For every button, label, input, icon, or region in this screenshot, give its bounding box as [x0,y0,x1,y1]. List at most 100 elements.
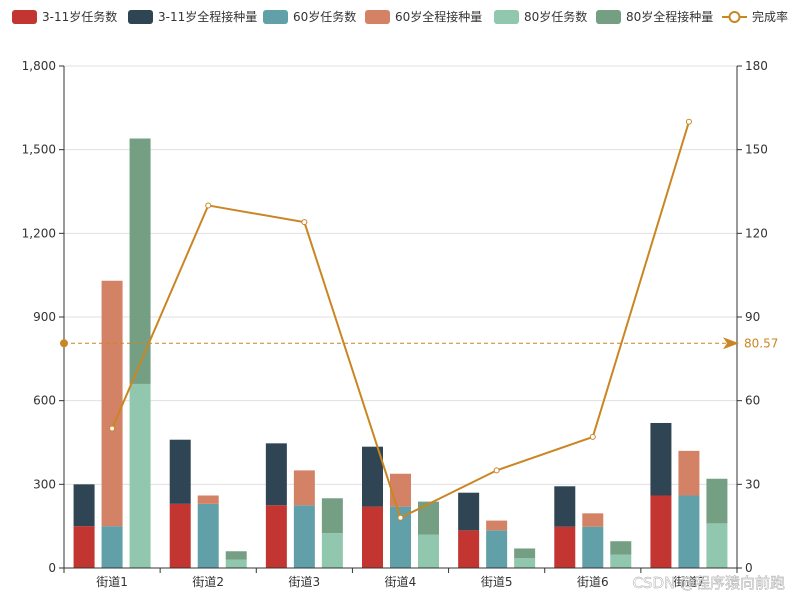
bar[interactable] [514,558,536,568]
markline-arrow [723,337,739,350]
bar[interactable] [390,473,411,507]
bar[interactable] [101,526,123,568]
y-left-tick-label: 900 [33,310,56,324]
y-left-tick-label: 0 [48,561,56,575]
bar[interactable] [554,486,576,527]
bar[interactable] [293,470,315,506]
bar[interactable] [390,506,411,568]
line-point[interactable] [589,433,596,440]
legend-swatch [365,10,390,24]
line-point[interactable] [301,219,308,226]
bar[interactable] [418,501,439,535]
bar[interactable] [293,505,315,568]
bar[interactable] [610,541,632,555]
y-right-tick-label: 30 [745,477,760,491]
watermark: CSDN @程序猿向前跑 [632,574,785,592]
legend-swatch [494,10,519,24]
legend-label: 3-11岁全程接种量 [158,9,257,24]
bar[interactable] [362,446,383,507]
line-point[interactable] [205,202,212,209]
axes: 0 0 300 30 600 60 900 90 1,200 120 1,500 150 1,800 18… [22,59,768,589]
line-path [111,121,690,520]
x-tick-label: 街道5 [481,575,513,589]
legend-item[interactable]: 60岁全程接种量 [365,9,482,24]
legend-swatch [128,10,153,24]
legend-item[interactable]: 80岁全程接种量 [596,9,713,24]
bar[interactable] [321,498,343,534]
bar[interactable] [458,492,480,531]
markline-label: 80.57 [744,336,778,350]
bar[interactable] [486,530,508,568]
bar[interactable] [418,534,439,568]
bar[interactable] [582,526,604,568]
y-left-tick-label: 1,200 [22,226,56,240]
legend-label: 80岁任务数 [524,9,587,24]
bar[interactable] [706,478,728,524]
bar[interactable] [678,450,700,496]
bar[interactable] [169,439,191,504]
line-point[interactable] [685,118,692,125]
bar[interactable] [362,506,383,568]
line-point[interactable] [397,514,404,521]
y-left-tick-label: 1,500 [22,143,56,157]
bar[interactable] [197,503,219,568]
legend-label: 完成率 [752,9,788,24]
legend-item[interactable]: 60岁任务数 [263,9,356,24]
completion-rate-line [109,118,692,521]
bar[interactable] [458,530,480,568]
bar[interactable] [129,138,151,384]
bar[interactable] [169,503,191,568]
legend-swatch [12,10,37,24]
bar[interactable] [514,548,536,559]
legend-item[interactable]: 3-11岁全程接种量 [128,9,257,24]
legend-label: 60岁任务数 [293,9,356,24]
x-tick-label: 街道2 [192,575,224,589]
x-tick-label: 街道7 [673,575,705,589]
bar[interactable] [197,495,219,504]
gridlines [64,65,737,485]
bar[interactable] [225,559,247,568]
bar[interactable] [321,533,343,568]
legend-swatch [263,10,288,24]
bar[interactable] [265,505,287,568]
y-right-tick-label: 0 [745,561,753,575]
bar[interactable] [554,526,576,568]
legend-label: 80岁全程接种量 [626,9,713,24]
y-left-tick-label: 600 [33,394,56,408]
legend: 3-11岁任务数 3-11岁全程接种量 60岁任务数 60岁全程接种量 80岁任务数 80… [12,9,788,24]
line-point[interactable] [493,467,500,474]
x-tick-label: 街道1 [96,575,128,589]
legend-swatch-point [728,11,741,23]
bar[interactable] [129,383,151,568]
bar[interactable] [650,495,672,568]
bar[interactable] [225,551,247,560]
legend-item[interactable]: 完成率 [722,9,788,24]
bar[interactable] [582,513,604,527]
legend-item[interactable]: 3-11岁任务数 [12,9,117,24]
bar[interactable] [73,484,95,527]
legend-label: 60岁全程接种量 [395,9,482,24]
x-tick-label: 街道3 [289,575,321,589]
bar[interactable] [610,554,632,568]
y-left-tick-label: 300 [33,477,56,491]
average-markline: 80.57 [60,336,778,350]
legend-label: 3-11岁任务数 [42,9,117,24]
bar[interactable] [706,523,728,568]
x-tick-label: 街道6 [577,575,609,589]
y-right-tick-label: 60 [745,394,760,408]
bar[interactable] [650,422,672,496]
bar[interactable] [73,526,95,568]
y-left-tick-label: 1,800 [22,59,56,73]
bar[interactable] [486,520,508,531]
legend-swatch [596,10,621,24]
line-point[interactable] [109,425,116,432]
bar-series [73,138,728,568]
bar[interactable] [101,280,123,527]
legend-item[interactable]: 80岁任务数 [494,9,587,24]
bar[interactable] [265,443,287,506]
bar[interactable] [678,495,700,568]
watermark-text: CSDN @程序猿向前跑 [632,574,785,592]
y-right-tick-label: 180 [745,59,768,73]
